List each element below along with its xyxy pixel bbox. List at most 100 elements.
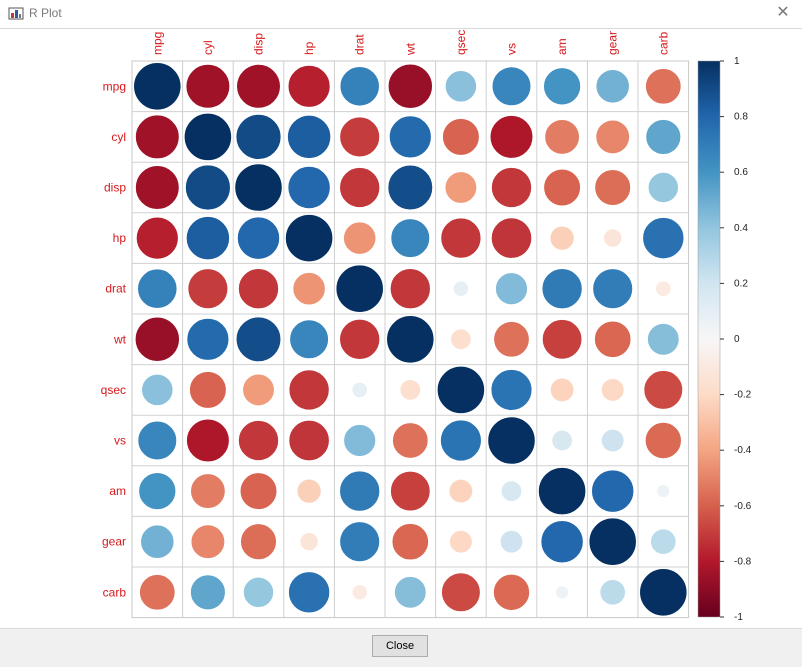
corr-circle-qsec-vs [491, 369, 532, 410]
colorbar-tick-label: -0.2 [734, 390, 752, 401]
colorbar-tick-label: 0 [734, 334, 740, 345]
corr-circle-wt-drat [340, 319, 380, 359]
corr-circle-am-drat [340, 471, 380, 511]
colorbar-tick-label: 0.4 [734, 223, 748, 234]
corr-circle-wt-disp [236, 317, 281, 362]
corr-circle-qsec-hp [289, 370, 329, 410]
corr-circle-hp-am [550, 226, 574, 250]
corr-circle-gear-gear [589, 518, 636, 565]
corr-circle-carb-mpg [139, 574, 175, 610]
row-label-wt: wt [113, 332, 127, 346]
corr-circle-mpg-hp [288, 65, 330, 107]
corr-circle-gear-mpg [141, 525, 174, 558]
row-label-drat: drat [105, 282, 126, 296]
corr-circle-carb-gear [600, 579, 626, 605]
row-label-carb: carb [103, 585, 127, 599]
corr-circle-disp-mpg [135, 166, 179, 209]
corr-circle-am-disp [240, 473, 277, 510]
corr-circle-disp-cyl [185, 165, 231, 210]
corr-circle-vs-gear [601, 429, 624, 452]
corr-circle-drat-qsec [453, 281, 469, 297]
corr-circle-disp-wt [388, 165, 433, 210]
colorbar-tick-label: 0.2 [734, 278, 748, 289]
corr-circle-disp-qsec [445, 172, 477, 203]
corr-circle-cyl-gear [596, 120, 630, 154]
corr-circle-mpg-cyl [186, 64, 230, 108]
corr-circle-cyl-disp [236, 114, 281, 160]
corr-circle-hp-wt [391, 219, 430, 258]
corr-circle-gear-qsec [449, 530, 472, 553]
row-label-am: am [109, 484, 126, 498]
corr-circle-qsec-drat [352, 382, 368, 398]
corr-circle-gear-cyl [191, 525, 225, 559]
corr-circle-vs-carb [645, 422, 681, 459]
title-bar: R Plot ✕ [0, 0, 802, 28]
col-label-drat: drat [353, 34, 367, 55]
col-label-cyl: cyl [201, 40, 215, 55]
corr-circle-qsec-disp [243, 374, 274, 406]
corr-circle-am-qsec [449, 479, 473, 503]
corr-circle-wt-mpg [135, 317, 180, 362]
corr-circle-mpg-vs [492, 67, 531, 106]
corr-circle-gear-drat [340, 522, 380, 562]
corr-circle-carb-qsec [441, 573, 480, 612]
corr-circle-drat-carb [655, 281, 671, 297]
col-label-gear: gear [606, 31, 620, 55]
corr-circle-hp-mpg [136, 217, 178, 259]
corr-circle-cyl-drat [340, 117, 380, 157]
corr-circle-vs-am [552, 430, 572, 451]
corr-circle-hp-drat [343, 222, 376, 254]
corr-circle-qsec-mpg [142, 374, 173, 406]
corr-circle-gear-carb [650, 529, 676, 555]
correlation-plot: mpg cyl disp hp drat wt qsec vs am gear carb mpg cyl… [101, 30, 752, 623]
corr-circle-drat-mpg [138, 269, 177, 308]
corr-circle-cyl-mpg [135, 115, 179, 159]
corr-circle-mpg-qsec [445, 71, 477, 102]
r-plot-app-icon [8, 7, 24, 20]
corr-circle-vs-wt [392, 423, 428, 458]
corr-circle-disp-hp [288, 166, 330, 209]
corr-circle-vs-qsec [440, 420, 481, 461]
corr-circle-drat-vs [495, 273, 528, 305]
corr-circle-wt-hp [290, 320, 329, 359]
plot-area: mpg cyl disp hp drat wt qsec vs am gear carb mpg cyl… [0, 28, 802, 629]
corr-circle-hp-disp [237, 217, 280, 259]
corr-circle-cyl-vs [490, 115, 533, 158]
corr-circle-qsec-wt [400, 380, 421, 400]
colorbar-tick-label: -0.4 [734, 445, 752, 456]
corr-circle-am-mpg [139, 472, 176, 510]
row-label-mpg: mpg [103, 79, 126, 93]
colorbar-tick-label: 0.8 [734, 112, 748, 123]
corr-circle-drat-gear [593, 269, 633, 309]
col-label-vs: vs [505, 43, 519, 55]
corr-circle-qsec-carb [644, 370, 683, 409]
corr-circle-drat-cyl [188, 269, 228, 309]
close-button[interactable]: Close [372, 635, 428, 657]
row-label-disp: disp [104, 181, 126, 195]
corr-circle-am-hp [297, 479, 321, 503]
corr-circle-gear-hp [300, 532, 318, 551]
col-label-disp: disp [252, 33, 266, 55]
corr-circle-am-carb [657, 485, 670, 498]
corr-circle-hp-vs [491, 218, 532, 258]
col-label-mpg: mpg [150, 32, 164, 55]
corr-circle-cyl-wt [389, 116, 431, 158]
corr-circle-gear-disp [240, 524, 277, 560]
corr-circle-wt-gear [594, 321, 631, 358]
corr-circle-cyl-hp [287, 115, 331, 159]
close-window-icon[interactable]: ✕ [776, 4, 790, 21]
corr-circle-carb-cyl [190, 575, 225, 610]
colorbar [697, 60, 721, 618]
corr-circle-am-vs [501, 481, 522, 501]
corr-circle-disp-vs [491, 167, 532, 208]
corr-circle-wt-am [542, 319, 582, 359]
corr-circle-carb-am [556, 586, 569, 599]
col-label-qsec: qsec [454, 30, 468, 55]
row-label-qsec: qsec [101, 383, 126, 397]
corr-circle-am-gear [591, 470, 634, 512]
corr-circle-carb-wt [394, 576, 426, 608]
footer-bar: Close [0, 629, 802, 667]
corr-circle-drat-am [542, 269, 582, 309]
corr-circle-vs-disp [238, 420, 279, 461]
